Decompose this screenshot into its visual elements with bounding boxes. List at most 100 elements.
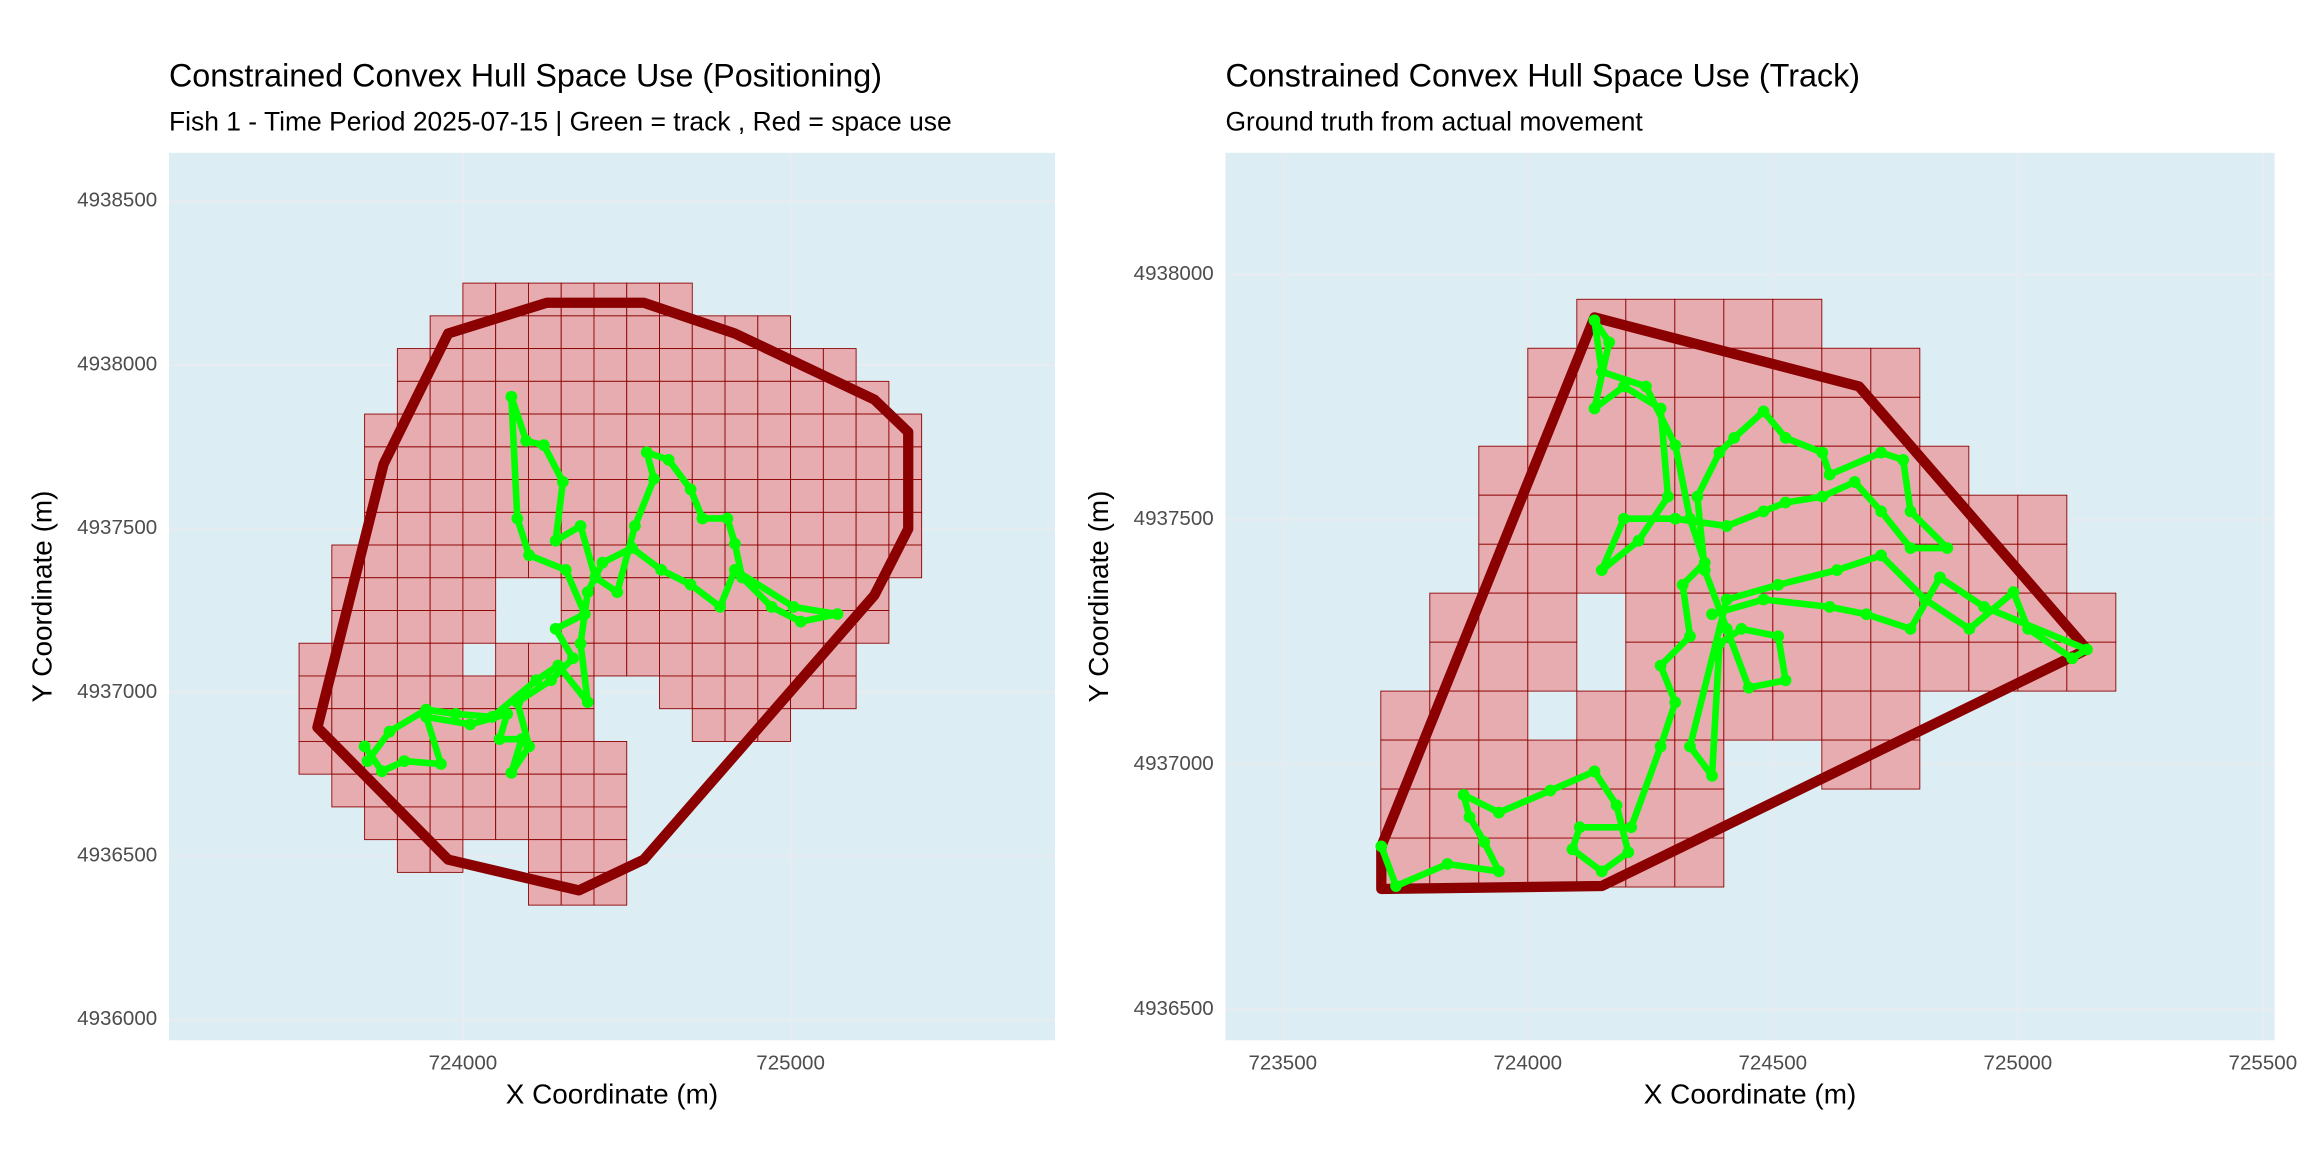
space-use-cell	[822, 577, 857, 611]
space-use-cell	[659, 348, 693, 382]
space-use-cell	[528, 806, 562, 841]
space-use-cell	[396, 773, 431, 808]
space-use-cell	[429, 446, 464, 480]
space-use-cell	[462, 610, 497, 644]
space-use-cell	[396, 479, 431, 513]
space-use-cell	[560, 380, 595, 415]
track-point	[1632, 534, 1645, 547]
track-point	[1757, 405, 1770, 418]
track-point	[559, 564, 572, 576]
space-use-cell	[626, 380, 660, 415]
track-point	[626, 542, 638, 554]
track-point	[511, 512, 524, 525]
space-use-cell	[1527, 641, 1578, 692]
track-point	[501, 708, 514, 720]
space-use-cell	[364, 642, 398, 677]
track-point	[1816, 490, 1829, 503]
space-use-cell	[364, 806, 398, 841]
track-point	[1706, 769, 1718, 782]
track-point	[1823, 600, 1836, 613]
space-use-cell	[429, 380, 464, 415]
space-use-cell	[691, 610, 726, 644]
track-point	[1691, 490, 1704, 503]
space-use-cell	[560, 348, 595, 382]
track-point	[435, 758, 447, 770]
space-use-cell	[691, 413, 726, 448]
x-tick-label: 723500	[1248, 1051, 1317, 1074]
track-point	[505, 390, 518, 403]
space-use-cell	[429, 544, 464, 579]
track-point	[1904, 542, 1917, 554]
track-point	[1610, 799, 1623, 812]
space-use-cell	[331, 708, 366, 742]
space-use-cell	[593, 413, 628, 448]
space-use-cell	[757, 380, 792, 415]
track-point	[765, 601, 778, 613]
track-point	[1772, 578, 1785, 591]
space-use-cell	[593, 610, 628, 644]
track-point	[1669, 439, 1682, 452]
space-use-cell	[429, 642, 464, 677]
x-tick-label: 724000	[1494, 1051, 1563, 1074]
track-point	[1941, 542, 1954, 554]
x-axis-label: X Coordinate (m)	[1644, 1079, 1856, 1110]
space-use-cell	[495, 479, 529, 513]
track-point	[1816, 446, 1829, 459]
space-use-cell	[495, 642, 529, 677]
space-use-cell	[1527, 494, 1578, 545]
space-use-cell	[429, 610, 464, 644]
space-use-cell	[757, 642, 792, 677]
track-point	[1963, 623, 1976, 635]
space-use-cell	[593, 380, 628, 415]
track-point	[2022, 623, 2035, 635]
track-point	[1713, 637, 1726, 650]
track-point	[1934, 571, 1946, 584]
track-point	[589, 571, 602, 584]
track-point	[2066, 652, 2079, 665]
track-point	[1478, 836, 1491, 848]
track-point	[684, 483, 697, 496]
space-use-cell	[364, 577, 398, 611]
track-point	[420, 703, 433, 716]
space-use-cell	[396, 675, 431, 710]
space-use-cell	[1723, 543, 1774, 594]
space-use-cell	[298, 740, 333, 775]
space-use-cell	[1478, 739, 1529, 790]
space-use-cell	[691, 380, 726, 415]
track-point	[1875, 505, 1887, 518]
space-use-cell	[429, 806, 464, 841]
space-use-cell	[1625, 543, 1676, 594]
space-use-cell	[1772, 690, 1823, 741]
track-point	[1779, 496, 1792, 509]
y-tick-label: 4936500	[1134, 997, 1214, 1020]
track-point	[1757, 505, 1770, 518]
space-use-cell	[1723, 445, 1774, 496]
track-point	[1493, 806, 1505, 819]
track-point	[1669, 512, 1682, 525]
space-use-cell	[462, 446, 497, 480]
space-use-cell	[593, 642, 628, 677]
y-tick-label: 4936000	[77, 1007, 157, 1030]
track-point	[640, 446, 653, 459]
space-use-cell	[790, 479, 824, 513]
space-use-cell	[659, 380, 693, 415]
space-use-cell	[1919, 641, 1970, 692]
space-use-cell	[364, 544, 398, 579]
track-point	[581, 586, 594, 599]
space-use-cell	[1821, 347, 1872, 398]
track-point	[1441, 858, 1454, 870]
space-use-cell	[593, 479, 628, 513]
track-point	[1669, 696, 1682, 709]
space-use-cell	[396, 610, 431, 644]
y-tick-label: 4937500	[77, 516, 157, 539]
track-point	[1779, 432, 1792, 444]
track-point	[1390, 880, 1402, 892]
track-point	[1860, 608, 1873, 621]
space-use-cell	[822, 675, 857, 710]
track-point	[545, 674, 557, 687]
track-point	[1588, 765, 1601, 778]
convex-hull	[312, 297, 914, 896]
space-use-cell	[1674, 396, 1725, 447]
track-point	[1595, 365, 1608, 378]
x-tick-label: 725500	[2229, 1051, 2298, 1074]
